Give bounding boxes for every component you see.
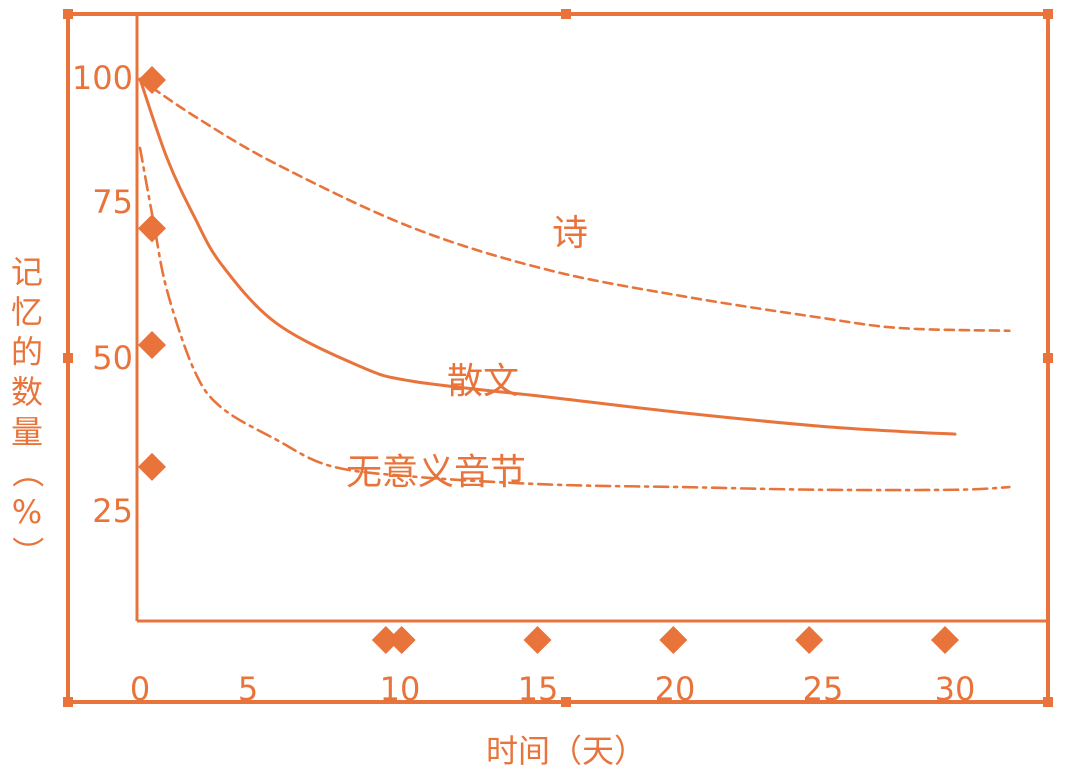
series-line-poem — [138, 77, 1011, 333]
y-axis-diamond-marker — [138, 66, 166, 94]
outer-frame — [66, 12, 1050, 704]
x-axis-diamond-marker — [795, 626, 824, 654]
x-tick-label: 15 — [518, 670, 559, 708]
x-axis-diamond-marker — [523, 626, 552, 654]
y-tick-label: 75 — [92, 183, 133, 221]
x-axis-diamond-marker — [931, 626, 959, 654]
y-axis-diamond-marker — [138, 452, 166, 481]
y-axis-title-char: ） — [8, 536, 46, 568]
x-tick-label: 20 — [655, 670, 696, 708]
frame-marker — [63, 353, 73, 363]
y-axis-diamond-marker — [138, 214, 166, 243]
series-label-prose: 散文 — [447, 361, 519, 402]
x-axis-title: 时间（天） — [486, 732, 646, 770]
x-tick-label: 30 — [935, 670, 976, 708]
y-axis-title-char: 量 — [11, 413, 43, 451]
x-axis-diamond-marker — [659, 626, 688, 654]
y-axis-title-char: 记 — [11, 253, 43, 291]
x-tick-label: 10 — [380, 670, 421, 708]
y-tick-label: 50 — [92, 339, 133, 377]
y-tick-label: 100 — [72, 59, 133, 97]
y-axis-title-char: 数 — [11, 373, 43, 411]
y-axis-title-char: 的 — [11, 333, 43, 371]
y-axis-title-char: 忆 — [11, 293, 43, 331]
frame-marker — [1043, 353, 1053, 363]
frame-marker — [1043, 9, 1053, 19]
series-line-nonsense-syllables — [138, 146, 1011, 492]
frame-marker — [561, 9, 571, 19]
y-axis-diamond-marker — [138, 331, 166, 359]
frame-marker — [63, 9, 73, 19]
y-axis-title-char: % — [12, 493, 42, 531]
x-tick-label: 0 — [130, 670, 150, 708]
x-tick-label: 5 — [238, 670, 258, 708]
x-axis-diamond-marker — [387, 626, 416, 654]
frame-marker — [1043, 697, 1053, 707]
series-label-poem: 诗 — [552, 213, 588, 254]
frame-marker — [63, 697, 73, 707]
y-axis-title-char: （ — [8, 456, 46, 488]
frame-marker — [561, 697, 571, 707]
y-tick-label: 25 — [92, 492, 133, 530]
x-tick-label: 25 — [803, 670, 844, 708]
series-line-prose — [138, 77, 957, 436]
x-axis-diamond-marker — [371, 626, 400, 654]
series-label-nonsense-syllables: 无意义音节 — [346, 452, 526, 493]
